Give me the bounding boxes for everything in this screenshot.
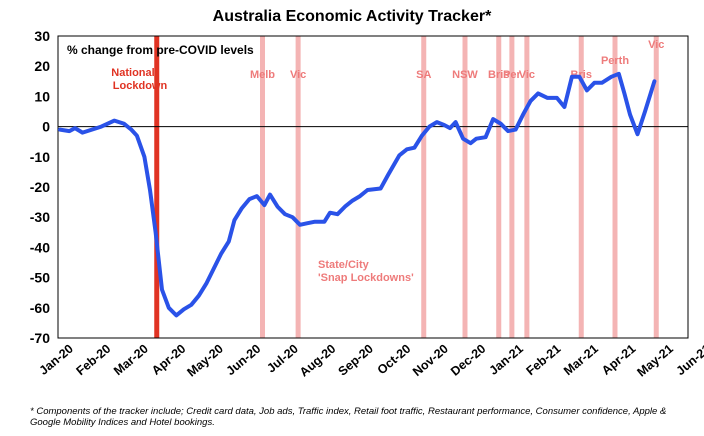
snap-lockdown-bar [496, 36, 502, 338]
x-tick-label: May-21 [634, 342, 676, 380]
national-lockdown-label: National [111, 67, 154, 79]
x-tick-label: Sep-20 [336, 342, 376, 379]
snap-lockdown-bar [524, 36, 530, 338]
y-tick-label: -20 [30, 179, 50, 195]
y-tick-label: 30 [34, 28, 50, 44]
snap-lockdown-label: Per [503, 69, 521, 81]
footnote: * Components of the tracker include; Cre… [30, 406, 667, 428]
snap-lockdown-label: Vic [519, 69, 535, 81]
snap-lockdown-label: Vic [290, 69, 306, 81]
y-axis-tick-labels: 30 20 10 0 -10 -20 -30 -40 -50 -60 -70 [30, 28, 50, 346]
snap-lockdowns-annotation: State/City [318, 259, 370, 271]
y-tick-label: -50 [30, 270, 50, 286]
x-tick-label: Jan-20 [37, 342, 76, 378]
x-tick-label: Jan-21 [487, 342, 526, 378]
y-axis-label: % change from pre-COVID levels [67, 43, 254, 57]
x-tick-label: Dec-20 [448, 342, 488, 379]
x-tick-label: Jun-21 [674, 342, 704, 379]
national-lockdown-line [154, 36, 160, 338]
y-tick-label: -40 [30, 239, 50, 255]
y-tick-label: -70 [30, 330, 50, 346]
snap-lockdown-label: Melb [250, 69, 275, 81]
national-lockdown-label: Lockdown [113, 80, 168, 92]
x-tick-label: Apr-21 [599, 342, 638, 378]
chart-title: Australia Economic Activity Tracker* [212, 8, 492, 25]
snap-lockdown-bar [260, 36, 265, 338]
snap-lockdown-bar [612, 36, 618, 338]
x-tick-label: Feb-21 [524, 342, 564, 379]
snap-lockdown-bar [462, 36, 468, 338]
y-tick-label: 10 [34, 88, 50, 104]
snap-lockdown-bar [509, 36, 515, 338]
snap-lockdown-label: Perth [601, 55, 629, 67]
y-tick-label: -60 [30, 300, 50, 316]
x-tick-label: Jun-20 [224, 342, 264, 379]
x-tick-label: Nov-20 [410, 342, 451, 380]
snap-lockdown-bar [421, 36, 427, 338]
x-tick-label: May-20 [184, 342, 226, 380]
snap-lockdown-bar [578, 36, 584, 338]
x-tick-label: Jul-20 [264, 342, 301, 376]
plot-frame [57, 35, 689, 339]
snap-lockdown-bar [295, 36, 301, 338]
y-tick-label: -10 [30, 149, 50, 165]
snap-lockdown-bar [653, 36, 659, 338]
x-tick-label: Oct-20 [375, 342, 414, 378]
x-tick-label: Aug-20 [297, 342, 338, 380]
x-tick-label: Mar-20 [111, 342, 151, 379]
snap-lockdown-label: Bris [488, 69, 509, 81]
x-tick-label: Apr-20 [149, 342, 188, 378]
snap-lockdown-label: Vic [648, 39, 664, 51]
snap-lockdowns-annotation: 'Snap Lockdowns' [318, 272, 414, 284]
y-tick-label: 0 [42, 119, 50, 135]
x-tick-label: Feb-20 [74, 342, 114, 379]
snap-lockdown-label: SA [416, 69, 431, 81]
x-tick-label: Mar-21 [561, 342, 601, 379]
y-tick-label: 20 [34, 58, 50, 74]
snap-lockdown-label: NSW [452, 69, 478, 81]
y-tick-label: -30 [30, 209, 50, 225]
snap-lockdown-bars [260, 36, 659, 338]
activity-series-line [58, 71, 657, 318]
